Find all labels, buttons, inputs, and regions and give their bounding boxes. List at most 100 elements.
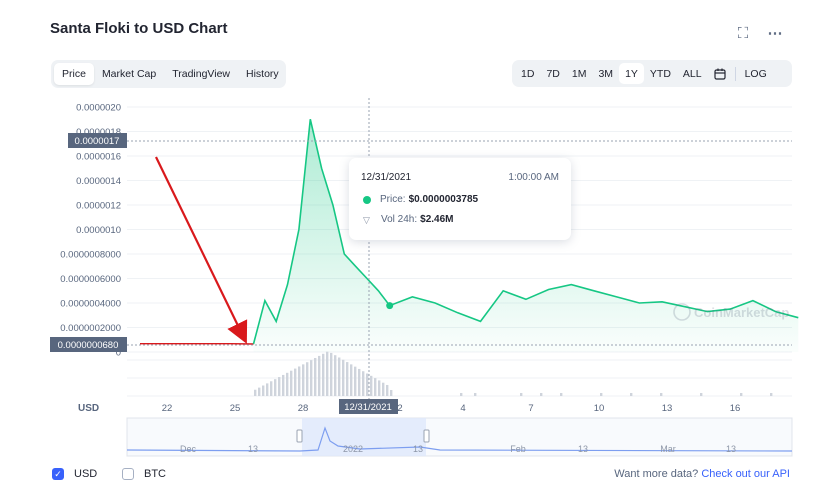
price-line bbox=[252, 119, 799, 345]
range-navigator: Dec 13 2022 13 Feb 13 Mar 13 bbox=[126, 417, 793, 457]
tooltip-volume-row: ▽ Vol 24h: $2.46M bbox=[363, 214, 454, 225]
crosshair-date-tag bbox=[339, 399, 398, 414]
volume-bar bbox=[374, 378, 377, 396]
range-all[interactable]: ALL bbox=[682, 67, 702, 80]
navigator-label: 13 bbox=[248, 444, 258, 454]
x-tick-label: 22 bbox=[162, 403, 173, 414]
currency-label-usd: USD bbox=[74, 468, 98, 480]
tab-history[interactable]: History bbox=[246, 68, 279, 80]
volume-bar bbox=[700, 393, 703, 396]
volume-bar bbox=[286, 372, 289, 396]
price-tooltip: 12/31/2021 1:00:00 AM Price: $0.00000037… bbox=[349, 158, 571, 240]
volume-bar bbox=[270, 381, 273, 396]
range-3m[interactable]: 3M bbox=[598, 67, 614, 80]
volume-bar bbox=[354, 366, 357, 396]
navigator-label: Dec bbox=[180, 444, 197, 454]
tab-market-cap[interactable]: Market Cap bbox=[101, 68, 157, 80]
volume-bar bbox=[306, 362, 309, 396]
volume-bar bbox=[560, 393, 563, 396]
x-tick-label: 7 bbox=[528, 403, 533, 414]
range-ytd[interactable]: YTD bbox=[649, 67, 671, 80]
volume-bar bbox=[326, 351, 329, 396]
volume-bar bbox=[302, 364, 305, 396]
x-tick-label: 13 bbox=[662, 403, 673, 414]
navigator-label: 13 bbox=[578, 444, 588, 454]
volume-bar bbox=[350, 364, 353, 396]
crosshair-price-label: 0.0000017 bbox=[75, 136, 120, 147]
volume-bar bbox=[298, 366, 301, 396]
y-tick-label: 0.0000004000 bbox=[60, 299, 121, 310]
checkbox-empty-icon[interactable] bbox=[122, 468, 134, 480]
volume-bar bbox=[318, 355, 321, 396]
tooltip-time: 1:00:00 AM bbox=[508, 172, 559, 183]
x-tick-label: 25 bbox=[230, 403, 241, 414]
range-divider bbox=[734, 66, 736, 81]
tooltip-price-label: Price: bbox=[380, 194, 406, 205]
volume-bar bbox=[282, 374, 285, 396]
time-range-selector: 1D 7D 1M 3M 1Y YTD ALL LOG bbox=[512, 60, 792, 87]
tab-tradingview[interactable]: TradingView bbox=[172, 68, 230, 80]
volume-bar bbox=[314, 358, 317, 396]
volume-icon: ▽ bbox=[363, 214, 370, 225]
fullscreen-icon[interactable]: ⛶ bbox=[737, 25, 749, 42]
x-tick-label: 28 bbox=[298, 403, 309, 414]
volume-bar bbox=[322, 353, 325, 396]
volume-bar bbox=[660, 393, 663, 396]
tab-price[interactable]: Price bbox=[54, 63, 94, 85]
y-tick-label: 0.0000002000 bbox=[60, 323, 121, 334]
calendar-icon[interactable] bbox=[708, 63, 732, 84]
volume-bar bbox=[362, 371, 365, 396]
volume-bar bbox=[294, 368, 297, 396]
volume-bar bbox=[330, 352, 333, 396]
range-1y[interactable]: 1Y bbox=[619, 63, 644, 84]
log-scale-toggle[interactable]: LOG bbox=[744, 67, 767, 80]
crosshair-date-label: 12/31/2021 bbox=[344, 402, 392, 413]
navigator-label: 2022 bbox=[343, 444, 363, 454]
navigator-handle-left[interactable] bbox=[296, 429, 303, 443]
x-tick-label: 10 bbox=[594, 403, 605, 414]
volume-bar bbox=[310, 360, 313, 396]
y-tick-label: 0.0000020 bbox=[76, 103, 121, 114]
tooltip-date: 12/31/2021 bbox=[361, 172, 412, 183]
x-tick-label: 16 bbox=[730, 403, 741, 414]
navigator-selection bbox=[302, 418, 426, 456]
volume-bar bbox=[378, 380, 381, 396]
range-7d[interactable]: 7D bbox=[546, 67, 560, 80]
y-tick-label: 0.0000012 bbox=[76, 201, 121, 212]
volume-bar bbox=[334, 355, 337, 396]
volume-bars bbox=[254, 351, 773, 396]
volume-bar bbox=[390, 390, 393, 396]
api-promo-text: Want more data? bbox=[614, 468, 699, 480]
tooltip-price-value: $0.0000003785 bbox=[408, 194, 479, 205]
volume-bar bbox=[740, 393, 743, 396]
volume-bar bbox=[520, 393, 523, 396]
selected-point-marker bbox=[386, 302, 394, 310]
y-axis: 0.0000020 0.0000018 0.0000016 0.0000014 0.00… bbox=[60, 103, 121, 359]
baseline-price-label: 0.0000000680 bbox=[58, 340, 119, 351]
volume-bar bbox=[600, 393, 603, 396]
volume-bar bbox=[254, 389, 257, 396]
api-link[interactable]: Check out our API bbox=[701, 468, 790, 480]
volume-bar bbox=[770, 393, 773, 396]
x-tick-label: 4 bbox=[460, 403, 465, 414]
y-tick-label: 0.0000014 bbox=[76, 176, 121, 187]
y-tick-label: 0 bbox=[116, 348, 121, 359]
more-dots-icon[interactable]: ⋯ bbox=[767, 25, 783, 42]
volume-bar bbox=[258, 387, 261, 396]
volume-bar bbox=[460, 393, 463, 396]
volume-bar bbox=[474, 393, 477, 396]
range-1d[interactable]: 1D bbox=[521, 67, 535, 80]
baseline-price-tag bbox=[50, 337, 127, 352]
volume-bar bbox=[278, 377, 281, 396]
checkbox-checked-icon[interactable]: ✓ bbox=[52, 468, 64, 480]
currency-toggle-btc[interactable]: BTC bbox=[122, 468, 166, 480]
tooltip-volume-value: $2.46M bbox=[420, 214, 454, 225]
navigator-handle-right[interactable] bbox=[423, 429, 430, 443]
range-1m[interactable]: 1M bbox=[571, 67, 587, 80]
chart-grid bbox=[127, 106, 792, 397]
tooltip-price-row: Price: $0.0000003785 bbox=[363, 194, 478, 205]
y-tick-label: 0.0000006000 bbox=[60, 274, 121, 285]
currency-toggle-usd[interactable]: ✓ USD bbox=[52, 468, 97, 480]
y-tick-label: 0.0000018 bbox=[76, 127, 121, 138]
